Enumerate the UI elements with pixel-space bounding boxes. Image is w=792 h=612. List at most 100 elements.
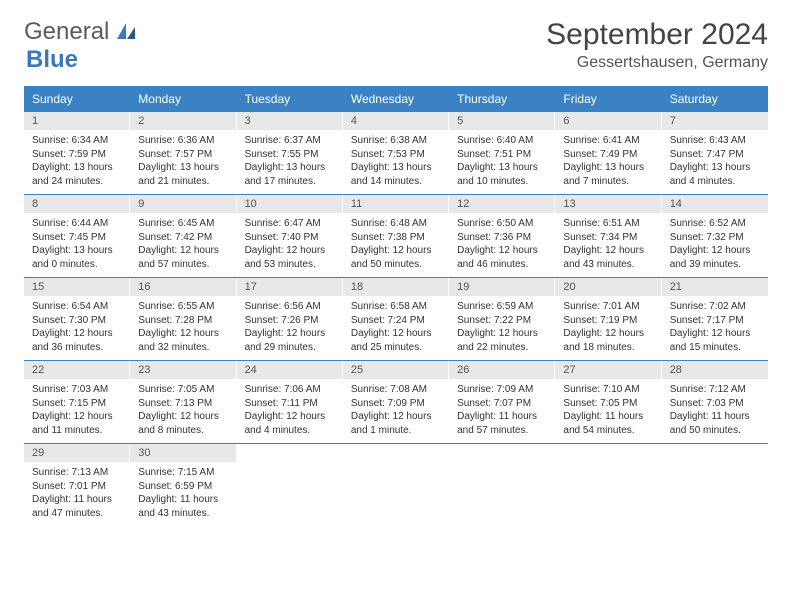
sunset-line: Sunset: 7:40 PM: [245, 231, 335, 245]
sunrise-line: Sunrise: 6:37 AM: [245, 134, 335, 148]
day-number: 24: [237, 361, 343, 379]
sunrise-line: Sunrise: 7:03 AM: [32, 383, 122, 397]
day-number: 25: [343, 361, 449, 379]
day-body: Sunrise: 6:58 AMSunset: 7:24 PMDaylight:…: [343, 296, 449, 360]
daylight-line: Daylight: 13 hours and 10 minutes.: [457, 161, 547, 188]
daylight-line: Daylight: 13 hours and 0 minutes.: [32, 244, 122, 271]
day-number: 2: [130, 112, 236, 130]
day-body: Sunrise: 7:08 AMSunset: 7:09 PMDaylight:…: [343, 379, 449, 443]
day-body: Sunrise: 6:50 AMSunset: 7:36 PMDaylight:…: [449, 213, 555, 277]
sunset-line: Sunset: 7:17 PM: [670, 314, 760, 328]
header: General September 2024 Gessertshausen, G…: [24, 18, 768, 72]
day-number: 15: [24, 278, 130, 296]
day-number: 16: [130, 278, 236, 296]
sunset-line: Sunset: 7:49 PM: [563, 148, 653, 162]
sunrise-line: Sunrise: 6:47 AM: [245, 217, 335, 231]
dayheader-sunday: Sunday: [24, 86, 130, 112]
daylight-line: Daylight: 12 hours and 32 minutes.: [138, 327, 228, 354]
sunrise-line: Sunrise: 7:09 AM: [457, 383, 547, 397]
day-body: Sunrise: 7:10 AMSunset: 7:05 PMDaylight:…: [555, 379, 661, 443]
daylight-line: Daylight: 11 hours and 43 minutes.: [138, 493, 228, 520]
day-body: Sunrise: 7:03 AMSunset: 7:15 PMDaylight:…: [24, 379, 130, 443]
day-body: Sunrise: 6:45 AMSunset: 7:42 PMDaylight:…: [130, 213, 236, 277]
sunset-line: Sunset: 7:22 PM: [457, 314, 547, 328]
day-body: Sunrise: 6:59 AMSunset: 7:22 PMDaylight:…: [449, 296, 555, 360]
daylight-line: Daylight: 11 hours and 47 minutes.: [32, 493, 122, 520]
sunset-line: Sunset: 7:30 PM: [32, 314, 122, 328]
sunset-line: Sunset: 7:15 PM: [32, 397, 122, 411]
day-number: 19: [449, 278, 555, 296]
day-cell: 19Sunrise: 6:59 AMSunset: 7:22 PMDayligh…: [449, 278, 555, 360]
day-number: 17: [237, 278, 343, 296]
day-body: Sunrise: 7:09 AMSunset: 7:07 PMDaylight:…: [449, 379, 555, 443]
sunset-line: Sunset: 7:32 PM: [670, 231, 760, 245]
empty-cell: [237, 444, 343, 526]
dayheader-wednesday: Wednesday: [343, 86, 449, 112]
sunrise-line: Sunrise: 7:08 AM: [351, 383, 441, 397]
daylight-line: Daylight: 11 hours and 57 minutes.: [457, 410, 547, 437]
day-cell: 29Sunrise: 7:13 AMSunset: 7:01 PMDayligh…: [24, 444, 130, 526]
sail-icon: [115, 21, 137, 44]
day-cell: 20Sunrise: 7:01 AMSunset: 7:19 PMDayligh…: [555, 278, 661, 360]
sunset-line: Sunset: 7:55 PM: [245, 148, 335, 162]
day-cell: 2Sunrise: 6:36 AMSunset: 7:57 PMDaylight…: [130, 112, 236, 194]
day-number: 26: [449, 361, 555, 379]
empty-cell: [662, 444, 768, 526]
sunrise-line: Sunrise: 6:40 AM: [457, 134, 547, 148]
day-body: Sunrise: 6:37 AMSunset: 7:55 PMDaylight:…: [237, 130, 343, 194]
day-cell: 26Sunrise: 7:09 AMSunset: 7:07 PMDayligh…: [449, 361, 555, 443]
day-body: Sunrise: 6:43 AMSunset: 7:47 PMDaylight:…: [662, 130, 768, 194]
empty-cell: [343, 444, 449, 526]
sunset-line: Sunset: 7:59 PM: [32, 148, 122, 162]
daylight-line: Daylight: 12 hours and 8 minutes.: [138, 410, 228, 437]
daylight-line: Daylight: 12 hours and 1 minute.: [351, 410, 441, 437]
day-cell: 4Sunrise: 6:38 AMSunset: 7:53 PMDaylight…: [343, 112, 449, 194]
daylight-line: Daylight: 12 hours and 29 minutes.: [245, 327, 335, 354]
day-cell: 13Sunrise: 6:51 AMSunset: 7:34 PMDayligh…: [555, 195, 661, 277]
day-number: 14: [662, 195, 768, 213]
sunset-line: Sunset: 7:51 PM: [457, 148, 547, 162]
location: Gessertshausen, Germany: [546, 54, 768, 72]
day-number: 13: [555, 195, 661, 213]
sunrise-line: Sunrise: 6:52 AM: [670, 217, 760, 231]
logo-text-general: General: [24, 18, 109, 46]
sunset-line: Sunset: 7:24 PM: [351, 314, 441, 328]
week-row: 22Sunrise: 7:03 AMSunset: 7:15 PMDayligh…: [24, 361, 768, 444]
week-row: 1Sunrise: 6:34 AMSunset: 7:59 PMDaylight…: [24, 112, 768, 195]
sunset-line: Sunset: 7:47 PM: [670, 148, 760, 162]
day-body: Sunrise: 6:56 AMSunset: 7:26 PMDaylight:…: [237, 296, 343, 360]
sunrise-line: Sunrise: 6:38 AM: [351, 134, 441, 148]
day-headers: Sunday Monday Tuesday Wednesday Thursday…: [24, 86, 768, 112]
day-cell: 12Sunrise: 6:50 AMSunset: 7:36 PMDayligh…: [449, 195, 555, 277]
daylight-line: Daylight: 12 hours and 39 minutes.: [670, 244, 760, 271]
day-number: 22: [24, 361, 130, 379]
sunrise-line: Sunrise: 7:12 AM: [670, 383, 760, 397]
day-body: Sunrise: 6:55 AMSunset: 7:28 PMDaylight:…: [130, 296, 236, 360]
day-cell: 9Sunrise: 6:45 AMSunset: 7:42 PMDaylight…: [130, 195, 236, 277]
day-number: 6: [555, 112, 661, 130]
daylight-line: Daylight: 12 hours and 46 minutes.: [457, 244, 547, 271]
day-body: Sunrise: 6:52 AMSunset: 7:32 PMDaylight:…: [662, 213, 768, 277]
sunset-line: Sunset: 7:34 PM: [563, 231, 653, 245]
sunrise-line: Sunrise: 6:58 AM: [351, 300, 441, 314]
sunrise-line: Sunrise: 6:43 AM: [670, 134, 760, 148]
day-body: Sunrise: 7:01 AMSunset: 7:19 PMDaylight:…: [555, 296, 661, 360]
day-cell: 6Sunrise: 6:41 AMSunset: 7:49 PMDaylight…: [555, 112, 661, 194]
day-body: Sunrise: 7:12 AMSunset: 7:03 PMDaylight:…: [662, 379, 768, 443]
sunset-line: Sunset: 7:45 PM: [32, 231, 122, 245]
day-number: 11: [343, 195, 449, 213]
day-number: 30: [130, 444, 236, 462]
sunrise-line: Sunrise: 6:59 AM: [457, 300, 547, 314]
day-number: 4: [343, 112, 449, 130]
title-block: September 2024 Gessertshausen, Germany: [546, 18, 768, 72]
day-body: Sunrise: 7:06 AMSunset: 7:11 PMDaylight:…: [237, 379, 343, 443]
day-cell: 8Sunrise: 6:44 AMSunset: 7:45 PMDaylight…: [24, 195, 130, 277]
day-body: Sunrise: 6:36 AMSunset: 7:57 PMDaylight:…: [130, 130, 236, 194]
sunset-line: Sunset: 7:01 PM: [32, 480, 122, 494]
day-body: Sunrise: 6:34 AMSunset: 7:59 PMDaylight:…: [24, 130, 130, 194]
day-number: 28: [662, 361, 768, 379]
day-cell: 25Sunrise: 7:08 AMSunset: 7:09 PMDayligh…: [343, 361, 449, 443]
sunrise-line: Sunrise: 7:15 AM: [138, 466, 228, 480]
day-body: Sunrise: 6:48 AMSunset: 7:38 PMDaylight:…: [343, 213, 449, 277]
sunset-line: Sunset: 7:26 PM: [245, 314, 335, 328]
